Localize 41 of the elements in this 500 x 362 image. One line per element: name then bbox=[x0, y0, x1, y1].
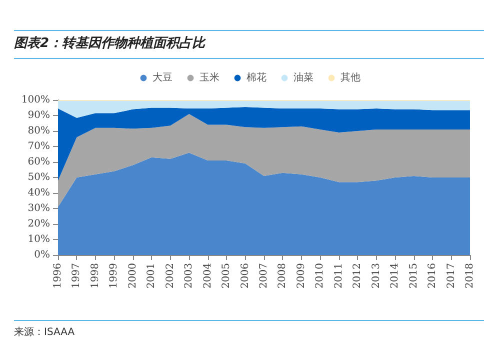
x-tick-label: 2018 bbox=[464, 263, 476, 288]
x-tick-label: 2012 bbox=[352, 263, 364, 288]
x-tick-label: 1997 bbox=[71, 263, 82, 288]
y-tick-label: 90% bbox=[28, 110, 50, 121]
x-tick-label: 2016 bbox=[427, 263, 438, 288]
x-tick-label: 2011 bbox=[333, 263, 344, 288]
y-tick-label: 40% bbox=[28, 188, 50, 198]
y-tick-label: 0% bbox=[34, 250, 50, 260]
y-tick-label: 30% bbox=[28, 203, 50, 214]
x-tick-label: 2001 bbox=[146, 263, 158, 288]
x-tick-label: 2008 bbox=[277, 263, 288, 288]
x-tick-label: 2000 bbox=[127, 263, 138, 288]
y-tick-label: 50% bbox=[28, 172, 50, 183]
y-tick-label: 20% bbox=[28, 218, 50, 230]
x-tick-label: 2017 bbox=[446, 263, 457, 288]
chart-title: 图表2：转基因作物种植面积占比 bbox=[14, 30, 484, 59]
x-tick-label: 2007 bbox=[258, 263, 270, 288]
legend-label: 油菜 bbox=[294, 72, 314, 84]
legend-label: 其他 bbox=[340, 72, 360, 84]
x-tick-label: 1998 bbox=[90, 263, 101, 288]
y-tick-label: 70% bbox=[28, 141, 50, 152]
x-tick-label: 2014 bbox=[390, 263, 401, 288]
x-tick-label: 1996 bbox=[52, 263, 64, 288]
y-tick-label: 10% bbox=[28, 234, 50, 245]
x-tick-label: 2010 bbox=[314, 263, 326, 288]
x-tick-label: 2003 bbox=[184, 263, 195, 288]
x-tick-label: 2004 bbox=[202, 263, 214, 288]
x-tick-label: 2005 bbox=[221, 263, 232, 288]
x-tick-label: 2002 bbox=[164, 263, 176, 288]
legend-label: 棉花 bbox=[246, 72, 266, 84]
x-tick-label: 2015 bbox=[408, 263, 420, 288]
x-tick-label: 2013 bbox=[370, 263, 382, 288]
y-tick-label: 60% bbox=[28, 156, 50, 168]
x-tick-label: 2009 bbox=[296, 263, 307, 288]
source-note: 来源：ISAAA bbox=[14, 320, 484, 339]
y-tick-label: 100% bbox=[21, 94, 50, 106]
legend-label: 大豆 bbox=[152, 72, 172, 84]
y-tick-label: 80% bbox=[28, 126, 50, 136]
x-tick-label: 1999 bbox=[108, 263, 120, 288]
legend-label: 玉米 bbox=[200, 72, 220, 84]
x-tick-label: 2006 bbox=[240, 263, 251, 288]
